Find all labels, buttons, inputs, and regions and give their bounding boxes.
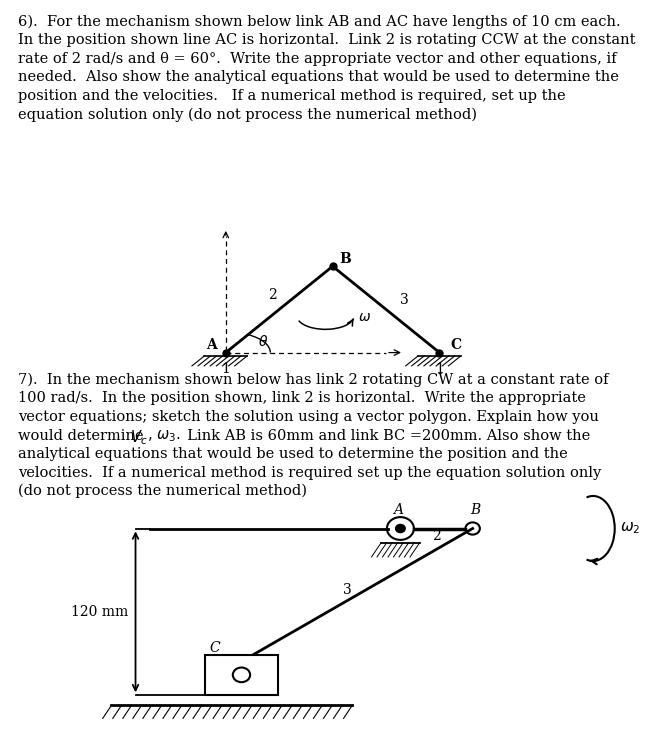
Text: rate of 2 rad/s and θ = 60°.  Write the appropriate vector and other equations, : rate of 2 rad/s and θ = 60°. Write the a… (18, 52, 617, 66)
Text: equation solution only (do not process the numerical method): equation solution only (do not process t… (18, 107, 477, 122)
Text: A: A (206, 338, 217, 353)
Text: Link AB is 60mm and link BC =200mm. Also show the: Link AB is 60mm and link BC =200mm. Also… (178, 429, 590, 442)
Text: $V_c$: $V_c$ (130, 429, 148, 447)
Text: 2: 2 (269, 288, 278, 303)
Text: 3: 3 (401, 294, 409, 307)
Text: velocities.  If a numerical method is required set up the equation solution only: velocities. If a numerical method is req… (18, 466, 601, 479)
Text: 4: 4 (261, 666, 270, 680)
Circle shape (396, 525, 405, 532)
Text: would determine: would determine (18, 429, 149, 442)
Text: analytical equations that would be used to determine the position and the: analytical equations that would be used … (18, 447, 568, 461)
Text: needed.  Also show the analytical equations that would be used to determine the: needed. Also show the analytical equatio… (18, 70, 619, 85)
Text: , $\omega_3$.: , $\omega_3$. (147, 429, 181, 444)
Bar (206, 655, 278, 695)
Text: 100 rad/s.  In the position shown, link 2 is horizontal.  Write the appropriate: 100 rad/s. In the position shown, link 2… (18, 392, 586, 405)
Text: B: B (340, 252, 351, 266)
Text: 120 mm: 120 mm (71, 605, 128, 619)
Text: $\omega_2$: $\omega_2$ (620, 521, 640, 536)
Text: $\omega$: $\omega$ (358, 310, 370, 324)
Text: 7).  In the mechanism shown below has link 2 rotating CW at a constant rate of: 7). In the mechanism shown below has lin… (18, 373, 609, 387)
Text: 3: 3 (343, 583, 351, 596)
Text: B: B (470, 504, 480, 517)
Text: 2: 2 (432, 529, 441, 543)
Text: A: A (393, 504, 403, 517)
Text: $\theta$: $\theta$ (258, 334, 268, 349)
Text: vector equations; sketch the solution using a vector polygon. Explain how you: vector equations; sketch the solution us… (18, 410, 599, 424)
Text: 6).  For the mechanism shown below link AB and AC have lengths of 10 cm each.: 6). For the mechanism shown below link A… (18, 15, 621, 29)
Text: C: C (210, 642, 220, 655)
Text: In the position shown line AC is horizontal.  Link 2 is rotating CCW at the cons: In the position shown line AC is horizon… (18, 33, 636, 48)
Text: position and the velocities.   If a numerical method is required, set up the: position and the velocities. If a numeri… (18, 89, 566, 103)
Text: C: C (450, 338, 461, 353)
Text: 1: 1 (221, 362, 230, 375)
Text: 1: 1 (435, 362, 444, 375)
Text: (do not process the numerical method): (do not process the numerical method) (18, 484, 307, 498)
